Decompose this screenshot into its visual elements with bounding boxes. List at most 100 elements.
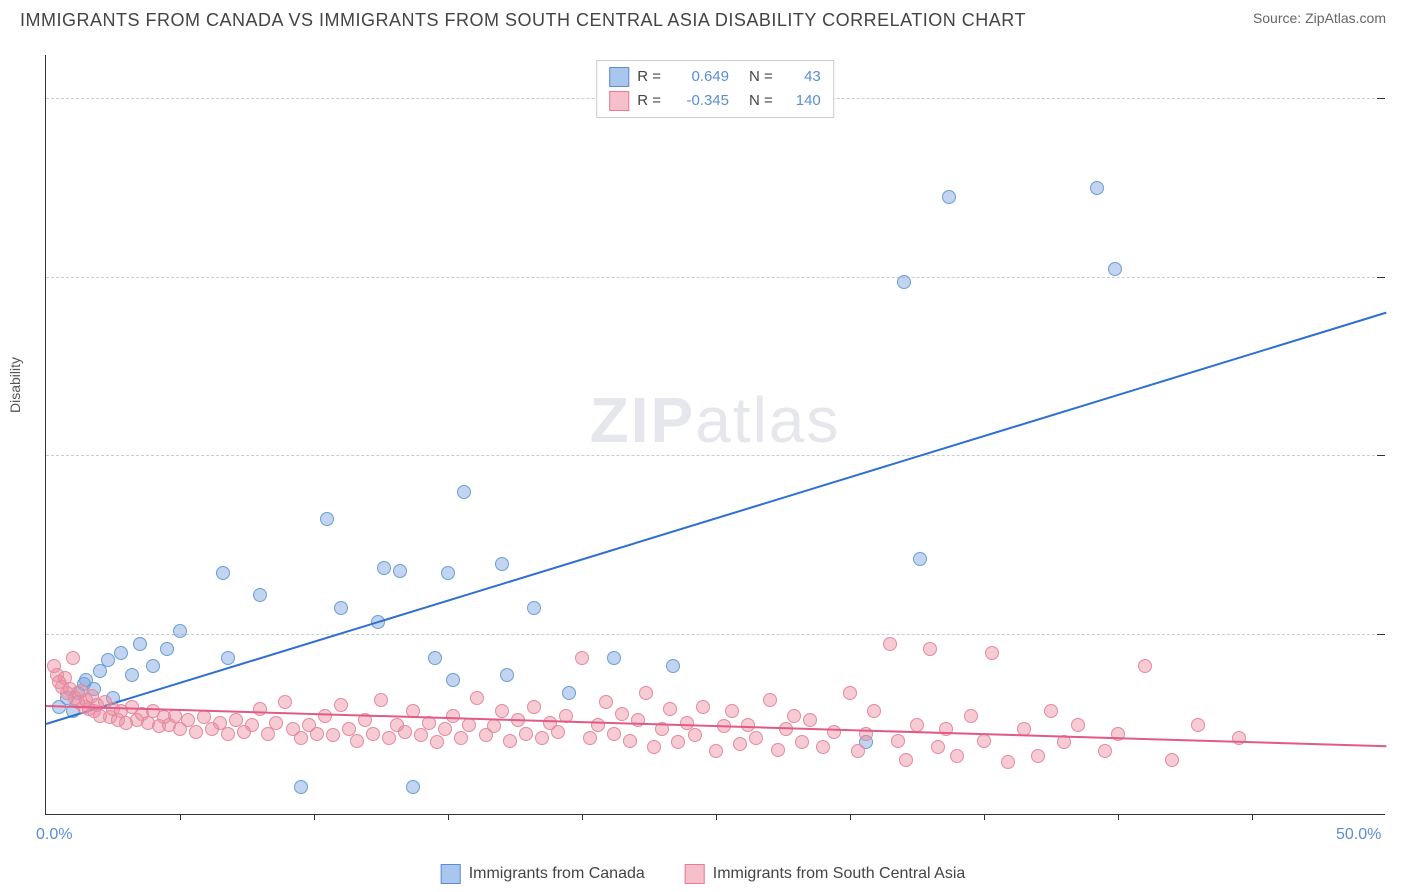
data-point [216, 566, 230, 580]
x-tick [448, 814, 449, 820]
n-value: 43 [781, 65, 821, 89]
data-point [487, 719, 501, 733]
data-point [114, 646, 128, 660]
n-value: 140 [781, 89, 821, 113]
x-tick [180, 814, 181, 820]
r-value: 0.649 [669, 65, 729, 89]
data-point [787, 709, 801, 723]
data-point [985, 646, 999, 660]
data-point [910, 718, 924, 732]
data-point [334, 698, 348, 712]
legend-swatch [609, 67, 629, 87]
data-point [454, 731, 468, 745]
data-point [438, 722, 452, 736]
data-point [294, 780, 308, 794]
data-point [374, 693, 388, 707]
x-tick [314, 814, 315, 820]
trend-line [46, 311, 1387, 724]
gridline [46, 455, 1385, 456]
y-tick [1377, 277, 1385, 278]
data-point [631, 713, 645, 727]
data-point [535, 731, 549, 745]
data-point [253, 588, 267, 602]
data-point [221, 727, 235, 741]
n-label: N = [749, 65, 773, 89]
data-point [189, 725, 203, 739]
data-point [931, 740, 945, 754]
data-point [575, 651, 589, 665]
source-attribution: Source: ZipAtlas.com [1253, 10, 1386, 26]
data-point [599, 695, 613, 709]
data-point [1044, 704, 1058, 718]
data-point [146, 659, 160, 673]
data-point [414, 728, 428, 742]
data-point [133, 637, 147, 651]
data-point [562, 686, 576, 700]
x-tick-label: 0.0% [36, 826, 72, 844]
data-point [891, 734, 905, 748]
data-point [377, 561, 391, 575]
data-point [278, 695, 292, 709]
data-point [671, 735, 685, 749]
data-point [696, 700, 710, 714]
gridline [46, 634, 1385, 635]
x-tick [582, 814, 583, 820]
x-tick [850, 814, 851, 820]
legend-swatch [441, 864, 461, 884]
stats-legend: R =0.649N =43R =-0.345N =140 [596, 60, 834, 118]
data-point [495, 557, 509, 571]
data-point [125, 668, 139, 682]
data-point [741, 718, 755, 732]
gridline [46, 277, 1385, 278]
data-point [749, 731, 763, 745]
data-point [816, 740, 830, 754]
data-point [519, 727, 533, 741]
chart-plot-area: 20.0%40.0%60.0%80.0%0.0%50.0% Disability… [45, 55, 1385, 815]
data-point [827, 725, 841, 739]
data-point [771, 743, 785, 757]
data-point [725, 704, 739, 718]
legend-item: Immigrants from South Central Asia [685, 864, 966, 884]
data-point [457, 485, 471, 499]
data-point [709, 744, 723, 758]
data-point [441, 566, 455, 580]
data-point [803, 713, 817, 727]
data-point [623, 734, 637, 748]
data-point [733, 737, 747, 751]
data-point [393, 564, 407, 578]
data-point [950, 749, 964, 763]
data-point [977, 734, 991, 748]
data-point [666, 659, 680, 673]
data-point [446, 673, 460, 687]
data-point [160, 642, 174, 656]
data-point [245, 718, 259, 732]
data-point [326, 728, 340, 742]
legend-label: Immigrants from Canada [469, 865, 645, 883]
data-point [942, 190, 956, 204]
data-point [382, 731, 396, 745]
x-tick-label: 50.0% [1336, 826, 1381, 844]
y-tick [1377, 455, 1385, 456]
x-tick [716, 814, 717, 820]
data-point [1071, 718, 1085, 732]
n-label: N = [749, 89, 773, 113]
r-label: R = [637, 65, 661, 89]
data-point [763, 693, 777, 707]
chart-title: IMMIGRANTS FROM CANADA VS IMMIGRANTS FRO… [20, 10, 1026, 31]
data-point [615, 707, 629, 721]
data-point [318, 709, 332, 723]
y-tick [1377, 98, 1385, 99]
data-point [1001, 755, 1015, 769]
data-point [583, 731, 597, 745]
data-point [406, 780, 420, 794]
data-point [1165, 753, 1179, 767]
data-point [607, 727, 621, 741]
data-point [527, 700, 541, 714]
legend-swatch [685, 864, 705, 884]
data-point [1138, 659, 1152, 673]
legend-item: Immigrants from Canada [441, 864, 645, 884]
data-point [795, 735, 809, 749]
data-point [1031, 749, 1045, 763]
data-point [350, 734, 364, 748]
x-tick [984, 814, 985, 820]
